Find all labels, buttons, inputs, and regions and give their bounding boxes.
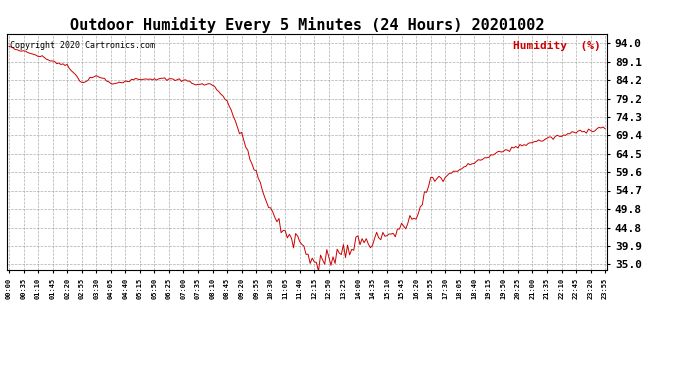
Title: Outdoor Humidity Every 5 Minutes (24 Hours) 20201002: Outdoor Humidity Every 5 Minutes (24 Hou… bbox=[70, 16, 544, 33]
Text: Copyright 2020 Cartronics.com: Copyright 2020 Cartronics.com bbox=[10, 41, 155, 50]
Text: Humidity  (%): Humidity (%) bbox=[513, 41, 601, 51]
